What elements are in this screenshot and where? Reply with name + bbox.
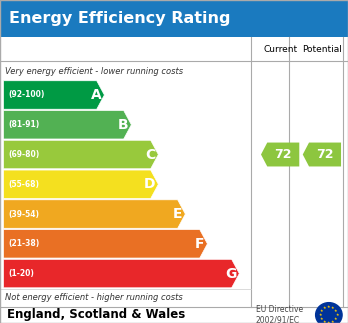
Text: F: F [195,237,205,251]
Text: (1-20): (1-20) [9,269,34,278]
Text: 72: 72 [316,148,333,161]
Text: (55-68): (55-68) [9,180,40,189]
Text: ★: ★ [323,319,326,323]
Text: 72: 72 [274,148,292,161]
Text: A: A [91,88,102,102]
Text: (81-91): (81-91) [9,120,40,129]
Text: (92-100): (92-100) [9,90,45,99]
Text: D: D [144,177,156,191]
Text: Current: Current [263,45,297,54]
Text: ★: ★ [319,313,322,317]
Text: ★: ★ [323,306,326,310]
Text: England, Scotland & Wales: England, Scotland & Wales [7,308,185,321]
Polygon shape [3,81,104,109]
Polygon shape [3,259,239,288]
Polygon shape [3,200,185,228]
Polygon shape [3,230,207,258]
Text: ★: ★ [320,317,324,321]
Text: Not energy efficient - higher running costs: Not energy efficient - higher running co… [5,294,183,302]
Polygon shape [3,170,158,199]
Polygon shape [3,110,131,139]
Text: ★: ★ [320,309,324,313]
Text: 2002/91/EC: 2002/91/EC [256,315,300,323]
Text: ★: ★ [334,309,338,313]
Text: ★: ★ [327,320,331,323]
Text: E: E [173,207,183,221]
Text: (21-38): (21-38) [9,239,40,248]
Polygon shape [303,142,341,166]
Circle shape [316,303,342,323]
Bar [0,0,348,37]
Text: ★: ★ [331,319,335,323]
Text: ★: ★ [335,313,339,317]
Text: ★: ★ [327,305,331,309]
Text: ★: ★ [331,306,335,310]
Text: C: C [145,148,156,162]
Text: ★: ★ [334,317,338,321]
Text: EU Directive: EU Directive [256,305,303,314]
Polygon shape [3,140,158,169]
Text: Very energy efficient - lower running costs: Very energy efficient - lower running co… [5,67,183,76]
Text: Potential: Potential [302,45,342,54]
Text: (69-80): (69-80) [9,150,40,159]
Text: G: G [225,266,237,281]
Text: B: B [118,118,128,132]
Text: Energy Efficiency Rating: Energy Efficiency Rating [9,11,230,26]
Text: (39-54): (39-54) [9,210,40,219]
Polygon shape [261,142,299,166]
